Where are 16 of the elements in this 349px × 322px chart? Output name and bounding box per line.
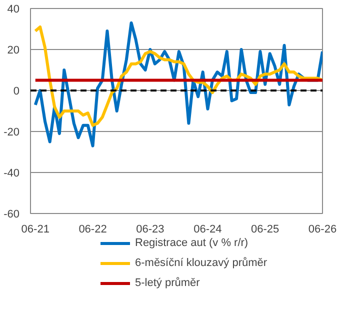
legend-label: 5-letý průměr	[135, 276, 200, 290]
y-tick-label: 40	[7, 4, 20, 16]
x-tick-label: 06-21	[21, 224, 50, 236]
y-tick-label: 0	[13, 86, 20, 98]
x-tick-label: 06-26	[308, 224, 337, 236]
y-tick-label: -40	[4, 168, 20, 180]
x-tick-label: 06-23	[136, 224, 164, 236]
y-tick-label: -60	[4, 208, 20, 220]
x-tick-label: 06-24	[194, 224, 222, 236]
y-tick-label: 20	[7, 44, 20, 56]
x-tick-label: 06-25	[251, 224, 280, 236]
legend-label: 6-měsíční klouzavý průměr	[135, 256, 268, 270]
x-tick-label: 06-22	[78, 224, 107, 236]
legend-label: Registrace aut (v % r/r)	[135, 236, 248, 250]
line-series	[34, 25, 322, 127]
y-tick-label: -20	[4, 126, 20, 138]
